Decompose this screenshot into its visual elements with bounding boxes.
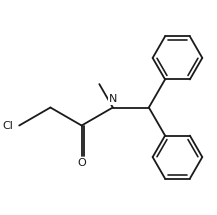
Text: O: O [77, 158, 86, 168]
Text: N: N [109, 94, 117, 104]
Text: Cl: Cl [2, 121, 13, 131]
